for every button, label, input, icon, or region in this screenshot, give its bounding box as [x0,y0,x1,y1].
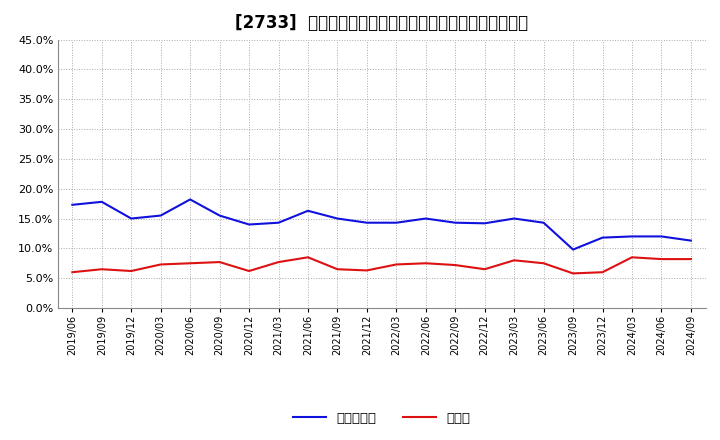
現預金 [628,255,636,260]
現預金 [304,255,312,260]
現預金 [97,267,106,272]
現預金 [274,260,283,265]
有利子負債 [97,199,106,205]
有利子負債 [215,213,224,218]
有利子負債 [510,216,518,221]
現預金 [156,262,165,267]
有利子負債 [687,238,696,243]
現預金 [539,260,548,266]
現預金 [333,267,342,272]
有利子負債 [451,220,459,225]
Title: [2733]  現預金、有利子負債の総資産に対する比率の推移: [2733] 現預金、有利子負債の総資産に対する比率の推移 [235,15,528,33]
有利子負債 [156,213,165,218]
有利子負債 [392,220,400,225]
現預金 [421,260,430,266]
有利子負債 [333,216,342,221]
有利子負債 [628,234,636,239]
有利子負債 [304,208,312,213]
有利子負債 [569,247,577,252]
現預金 [598,270,607,275]
有利子負債 [186,197,194,202]
現預金 [657,257,666,262]
現預金 [215,260,224,265]
Line: 有利子負債: 有利子負債 [72,199,691,249]
Legend: 有利子負債, 現預金: 有利子負債, 現預金 [287,407,476,430]
有利子負債 [657,234,666,239]
現預金 [186,260,194,266]
現預金 [687,257,696,262]
現預金 [510,258,518,263]
現預金 [569,271,577,276]
有利子負債 [421,216,430,221]
現預金 [480,267,489,272]
有利子負債 [127,216,135,221]
有利子負債 [598,235,607,240]
有利子負債 [68,202,76,207]
現預金 [363,268,372,273]
有利子負債 [245,222,253,227]
有利子負債 [539,220,548,225]
有利子負債 [363,220,372,225]
有利子負債 [480,221,489,226]
現預金 [392,262,400,267]
現預金 [451,262,459,268]
現預金 [245,268,253,274]
現預金 [127,268,135,274]
有利子負債 [274,220,283,225]
現預金 [68,270,76,275]
Line: 現預金: 現預金 [72,257,691,273]
